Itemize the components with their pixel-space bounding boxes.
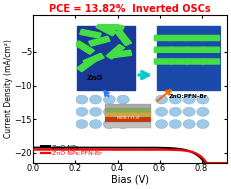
Title: PCE = 13.82%  Inverted OSCs: PCE = 13.82% Inverted OSCs	[49, 4, 211, 14]
ZnO NPs	[172, 147, 174, 149]
ZnO NPs	[225, 162, 228, 164]
ZnO NPs:PFN-Br	[95, 148, 98, 151]
Legend: ZnO NPs, ZnO NPs:PFN-Br: ZnO NPs, ZnO NPs:PFN-Br	[39, 142, 104, 158]
ZnO NPs:PFN-Br	[154, 149, 156, 151]
Line: ZnO NPs: ZnO NPs	[33, 148, 227, 163]
ZnO NPs:PFN-Br	[172, 149, 174, 151]
X-axis label: Bias (V): Bias (V)	[111, 175, 149, 185]
Line: ZnO NPs:PFN-Br: ZnO NPs:PFN-Br	[33, 149, 227, 163]
ZnO NPs:PFN-Br	[32, 148, 35, 151]
ZnO NPs	[154, 146, 156, 149]
ZnO NPs	[55, 146, 58, 149]
ZnO NPs	[109, 146, 111, 149]
ZnO NPs:PFN-Br	[225, 162, 228, 164]
ZnO NPs:PFN-Br	[55, 148, 58, 151]
ZnO NPs	[204, 162, 207, 164]
ZnO NPs	[173, 147, 175, 149]
ZnO NPs:PFN-Br	[173, 149, 175, 151]
ZnO NPs	[95, 146, 98, 149]
ZnO NPs	[32, 146, 35, 149]
ZnO NPs:PFN-Br	[206, 162, 208, 164]
Y-axis label: Current Density (mA/cm²): Current Density (mA/cm²)	[4, 40, 13, 138]
ZnO NPs:PFN-Br	[109, 148, 111, 151]
